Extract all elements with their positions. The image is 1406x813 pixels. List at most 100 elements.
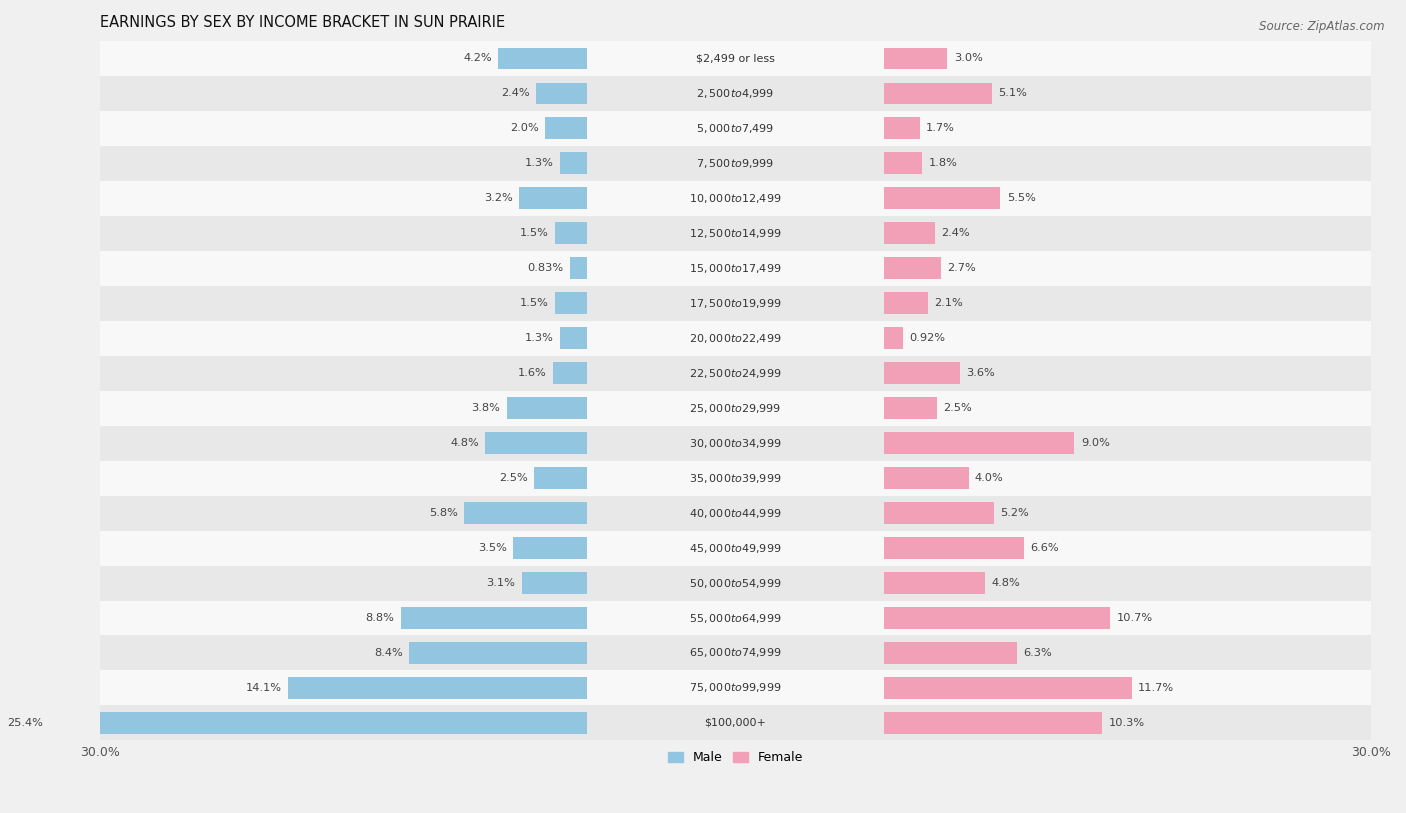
Text: 9.0%: 9.0%: [1081, 438, 1109, 448]
Bar: [100, 531, 1371, 566]
Text: 5.5%: 5.5%: [1007, 193, 1036, 203]
Text: 4.8%: 4.8%: [991, 578, 1021, 588]
Text: $2,499 or less: $2,499 or less: [696, 54, 775, 63]
Text: $5,000 to $7,499: $5,000 to $7,499: [696, 122, 775, 135]
Text: 5.8%: 5.8%: [429, 508, 458, 518]
Text: $45,000 to $49,999: $45,000 to $49,999: [689, 541, 782, 554]
Text: 2.0%: 2.0%: [510, 124, 538, 133]
Text: 1.3%: 1.3%: [524, 333, 554, 343]
Bar: [536, 82, 588, 104]
Bar: [513, 537, 588, 559]
Bar: [100, 601, 1371, 636]
Text: 2.5%: 2.5%: [943, 403, 972, 413]
Bar: [884, 537, 1024, 559]
Text: 3.5%: 3.5%: [478, 543, 506, 553]
Text: 3.0%: 3.0%: [953, 54, 983, 63]
Bar: [884, 467, 969, 489]
Text: 3.1%: 3.1%: [486, 578, 515, 588]
Bar: [485, 433, 588, 454]
Text: 1.5%: 1.5%: [520, 298, 550, 308]
Text: 3.2%: 3.2%: [484, 193, 513, 203]
Bar: [884, 642, 1018, 664]
Bar: [569, 258, 588, 279]
Legend: Male, Female: Male, Female: [662, 746, 808, 769]
Bar: [100, 461, 1371, 496]
Text: 14.1%: 14.1%: [246, 683, 283, 693]
Text: 1.7%: 1.7%: [927, 124, 955, 133]
Text: 2.5%: 2.5%: [499, 473, 527, 483]
Bar: [884, 82, 991, 104]
Bar: [100, 671, 1371, 706]
Text: $7,500 to $9,999: $7,500 to $9,999: [696, 157, 775, 170]
Bar: [100, 706, 1371, 741]
Text: 2.1%: 2.1%: [935, 298, 963, 308]
Bar: [884, 153, 922, 174]
Text: 11.7%: 11.7%: [1137, 683, 1174, 693]
Bar: [288, 677, 588, 699]
Text: 2.4%: 2.4%: [941, 228, 970, 238]
Text: 2.7%: 2.7%: [948, 263, 976, 273]
Bar: [100, 391, 1371, 426]
Bar: [534, 467, 588, 489]
Text: $55,000 to $64,999: $55,000 to $64,999: [689, 611, 782, 624]
Text: $40,000 to $44,999: $40,000 to $44,999: [689, 506, 782, 520]
Text: 0.83%: 0.83%: [527, 263, 564, 273]
Bar: [100, 320, 1371, 355]
Bar: [884, 398, 936, 419]
Text: 4.0%: 4.0%: [974, 473, 1004, 483]
Text: 6.6%: 6.6%: [1031, 543, 1059, 553]
Bar: [100, 41, 1371, 76]
Text: $10,000 to $12,499: $10,000 to $12,499: [689, 192, 782, 205]
Bar: [555, 293, 588, 314]
Text: $30,000 to $34,999: $30,000 to $34,999: [689, 437, 782, 450]
Text: $50,000 to $54,999: $50,000 to $54,999: [689, 576, 782, 589]
Text: $75,000 to $99,999: $75,000 to $99,999: [689, 681, 782, 694]
Bar: [554, 363, 588, 384]
Bar: [519, 188, 588, 209]
Text: $35,000 to $39,999: $35,000 to $39,999: [689, 472, 782, 485]
Text: $15,000 to $17,499: $15,000 to $17,499: [689, 262, 782, 275]
Bar: [555, 223, 588, 244]
Text: $12,500 to $14,999: $12,500 to $14,999: [689, 227, 782, 240]
Bar: [884, 677, 1132, 699]
Text: 10.7%: 10.7%: [1116, 613, 1153, 623]
Bar: [100, 426, 1371, 461]
Bar: [100, 146, 1371, 180]
Text: 1.5%: 1.5%: [520, 228, 550, 238]
Bar: [100, 566, 1371, 601]
Bar: [884, 607, 1111, 628]
Text: $65,000 to $74,999: $65,000 to $74,999: [689, 646, 782, 659]
Bar: [884, 188, 1000, 209]
Text: 10.3%: 10.3%: [1108, 718, 1144, 728]
Bar: [884, 572, 986, 593]
Text: $17,500 to $19,999: $17,500 to $19,999: [689, 297, 782, 310]
Text: 3.8%: 3.8%: [471, 403, 501, 413]
Text: $2,500 to $4,999: $2,500 to $4,999: [696, 87, 775, 100]
Text: 0.92%: 0.92%: [910, 333, 946, 343]
Bar: [100, 215, 1371, 250]
Bar: [560, 328, 588, 349]
Bar: [884, 118, 920, 139]
Text: 8.4%: 8.4%: [374, 648, 404, 658]
Text: Source: ZipAtlas.com: Source: ZipAtlas.com: [1260, 20, 1385, 33]
Bar: [522, 572, 588, 593]
Text: $22,500 to $24,999: $22,500 to $24,999: [689, 367, 782, 380]
Bar: [100, 76, 1371, 111]
Bar: [100, 285, 1371, 320]
Text: 4.2%: 4.2%: [463, 54, 492, 63]
Bar: [100, 496, 1371, 531]
Bar: [409, 642, 588, 664]
Text: 4.8%: 4.8%: [450, 438, 479, 448]
Bar: [498, 47, 588, 69]
Bar: [884, 502, 994, 524]
Text: $100,000+: $100,000+: [704, 718, 766, 728]
Bar: [49, 712, 588, 734]
Text: 1.8%: 1.8%: [928, 159, 957, 168]
Text: 25.4%: 25.4%: [7, 718, 42, 728]
Text: 5.2%: 5.2%: [1000, 508, 1029, 518]
Text: 6.3%: 6.3%: [1024, 648, 1052, 658]
Bar: [100, 636, 1371, 671]
Bar: [464, 502, 588, 524]
Bar: [100, 111, 1371, 146]
Text: 3.6%: 3.6%: [966, 368, 995, 378]
